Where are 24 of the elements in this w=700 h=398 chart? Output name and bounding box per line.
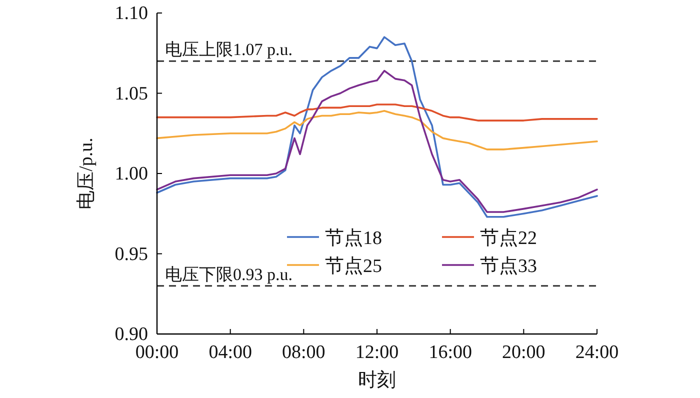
- legend-label: 节点18: [325, 228, 382, 249]
- line-series: [156, 36, 598, 218]
- y-axis-title: 电压/p.u.: [76, 138, 97, 210]
- x-tick-label: 08:00: [282, 342, 326, 363]
- legend-label: 节点33: [480, 256, 537, 277]
- x-tick-label: 04:00: [208, 342, 252, 363]
- x-tick-label: 24:00: [575, 342, 619, 363]
- y-tick-label: 0.90: [114, 324, 148, 345]
- ref-line-label: 电压上限1.07 p.u.: [165, 40, 292, 60]
- line-series: [156, 104, 598, 122]
- x-tick-label: 00:00: [135, 342, 179, 363]
- line-series: [156, 70, 598, 213]
- line-series: [156, 110, 598, 150]
- y-tick-label: 0.95: [114, 244, 148, 265]
- y-tick-label: 1.00: [114, 164, 148, 184]
- legend-label: 节点25: [325, 256, 382, 277]
- legend-label: 节点22: [480, 228, 537, 249]
- x-tick-label: 20:00: [502, 342, 546, 363]
- y-tick-label: 1.05: [114, 83, 148, 104]
- y-tick-label: 1.10: [114, 3, 148, 24]
- x-tick-label: 16:00: [428, 342, 472, 363]
- x-axis-title: 时刻: [358, 369, 396, 391]
- x-tick-label: 12:00: [355, 342, 399, 363]
- ref-line-label: 电压下限0.93 p.u.: [165, 264, 292, 284]
